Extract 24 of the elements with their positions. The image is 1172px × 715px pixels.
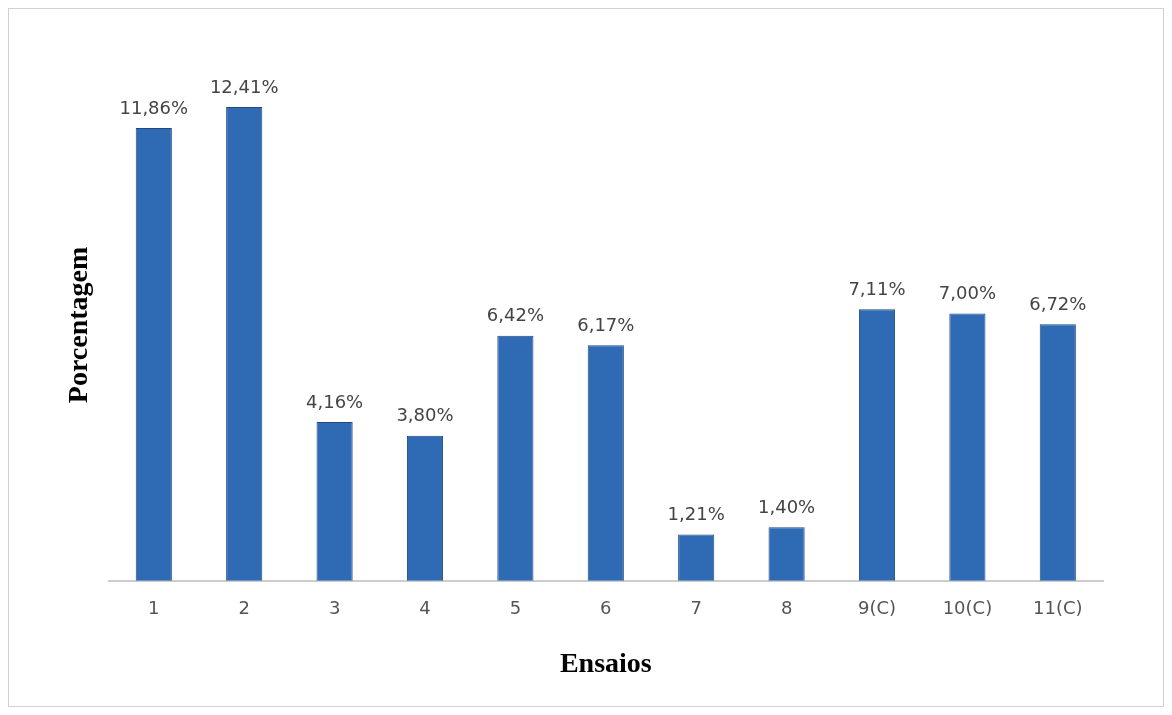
x-tick-label: 3 bbox=[328, 597, 341, 619]
x-tick-label: 8 bbox=[780, 597, 793, 619]
x-tick-label: 10(C) bbox=[942, 597, 993, 619]
x-axis-title: Ensaios bbox=[559, 647, 652, 679]
data-label: 3,80% bbox=[396, 404, 454, 426]
x-tick-label: 5 bbox=[509, 597, 522, 619]
data-label: 1,21% bbox=[667, 503, 725, 525]
y-axis-title: Porcentagem bbox=[62, 246, 94, 404]
data-label: 7,11% bbox=[848, 277, 906, 299]
data-label: 6,72% bbox=[1029, 292, 1087, 314]
data-label: 1,40% bbox=[758, 496, 816, 518]
data-label: 6,42% bbox=[486, 304, 544, 326]
x-tick-label: 9(C) bbox=[857, 597, 897, 619]
data-label: 6,17% bbox=[577, 313, 635, 335]
x-tick-label: 7 bbox=[690, 597, 702, 619]
data-label: 4,16% bbox=[306, 390, 364, 412]
data-label: 11,86% bbox=[119, 96, 189, 118]
x-tick-label: 11(C) bbox=[1033, 597, 1083, 619]
x-tick-label: 4 bbox=[419, 597, 431, 619]
data-label: 12,41% bbox=[209, 75, 279, 97]
x-tick-label: 6 bbox=[600, 597, 612, 619]
data-label: 7,00% bbox=[938, 282, 996, 304]
x-tick-label: 2 bbox=[238, 597, 250, 619]
x-tick-label: 1 bbox=[148, 597, 160, 619]
